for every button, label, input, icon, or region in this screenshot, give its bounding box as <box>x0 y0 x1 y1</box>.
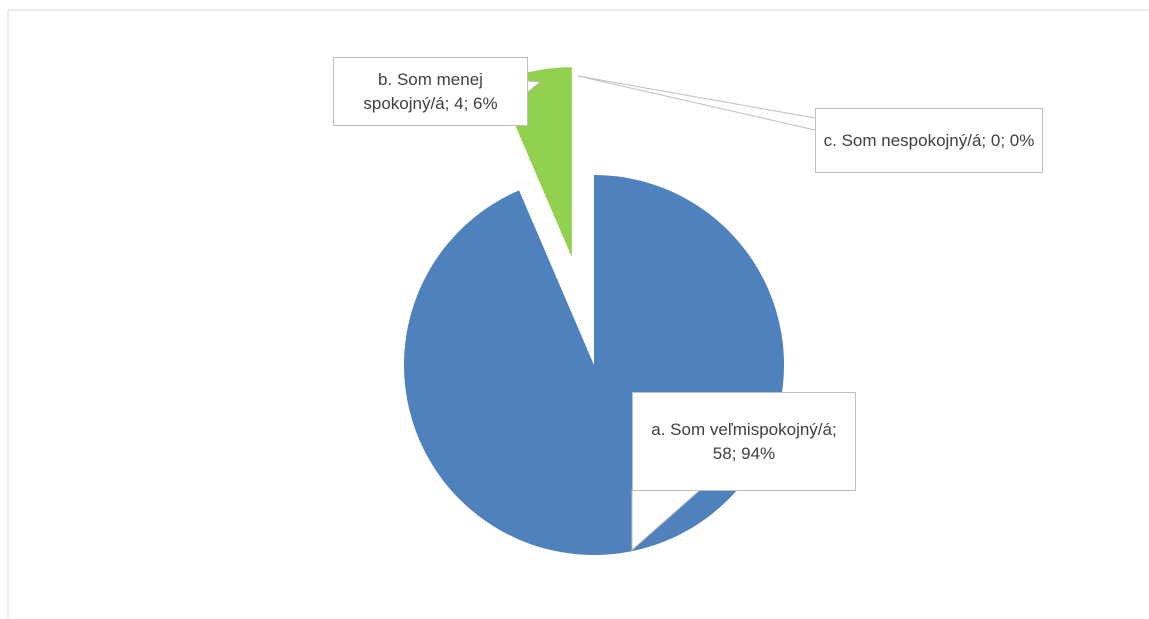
pie-slice <box>403 175 784 556</box>
leader-line <box>577 75 816 131</box>
data-label: c. Som nespokojný/á; 0; 0% <box>815 108 1043 173</box>
data-label: b. Som menej spokojný/á; 4; 6% <box>333 57 528 126</box>
leader-line <box>577 75 816 119</box>
data-label: a. Som veľmispokojný/á; 58; 94% <box>632 392 856 491</box>
